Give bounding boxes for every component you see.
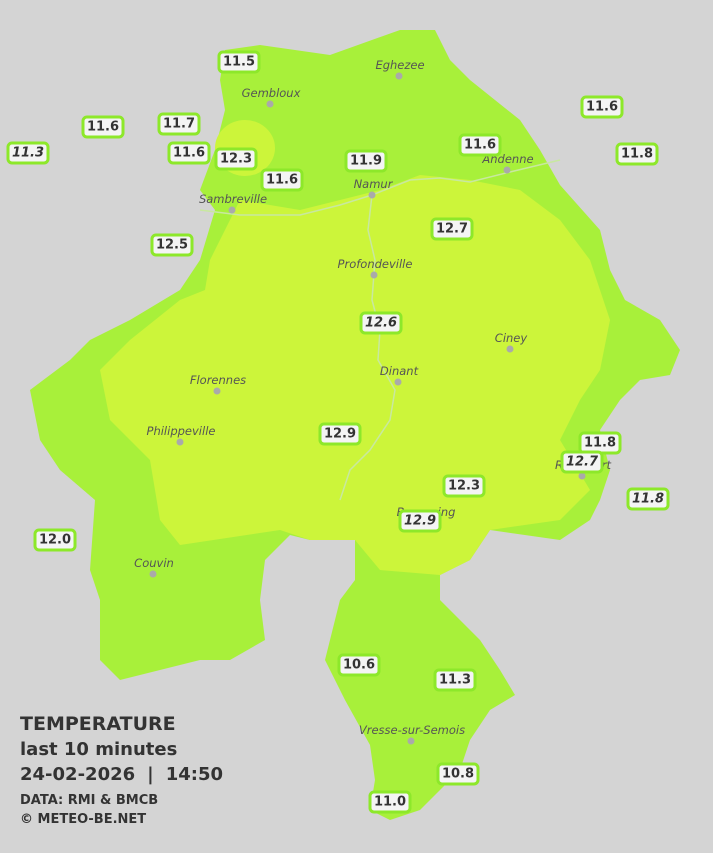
city-label: Eghezee [375, 58, 424, 72]
station-box [318, 422, 362, 446]
city-label: Sambreville [199, 192, 267, 206]
station-value: 11.6 [173, 146, 205, 161]
station-box [81, 115, 125, 139]
station-box [359, 311, 403, 335]
city-label: Couvin [134, 556, 174, 570]
station-box [442, 474, 486, 498]
city-dot [394, 378, 402, 386]
station-value: 11.3 [439, 673, 471, 688]
city-dot [503, 166, 511, 174]
station-value: 12.5 [156, 238, 188, 253]
station-value: 12.7 [436, 222, 468, 237]
city-dot [368, 191, 376, 199]
station-box [157, 112, 201, 136]
city-dot [213, 387, 221, 395]
city-label: Philippeville [147, 424, 216, 438]
legend-source: DATA: RMI & BMCB [20, 793, 158, 808]
station-box [337, 653, 381, 677]
city-dot [506, 345, 514, 353]
station-box [430, 217, 474, 241]
city-label: Profondeville [338, 257, 413, 271]
station-value: 11.6 [464, 138, 496, 153]
station-box [344, 149, 388, 173]
time: 14:50 [166, 764, 223, 785]
station-box [458, 133, 502, 157]
city-dot [407, 737, 415, 745]
city-dot [149, 570, 157, 578]
city-label: Gembloux [242, 86, 301, 100]
station-box [580, 95, 624, 119]
station-value: 10.6 [343, 658, 375, 673]
station-value: 10.8 [442, 767, 474, 782]
station-value: 11.6 [586, 100, 618, 115]
station-value: 12.7 [566, 455, 599, 470]
station-box [560, 450, 604, 474]
river [339, 194, 396, 501]
station-value: 12.6 [365, 316, 397, 331]
city-label: Dinant [380, 364, 419, 378]
station-value: 12.9 [404, 514, 436, 529]
city-label: Ciney [495, 331, 528, 345]
station-value: 12.3 [220, 152, 252, 167]
city-dot [395, 72, 403, 80]
city-label: Vresse-sur-Semois [359, 723, 465, 737]
station-value: 11.8 [632, 492, 664, 507]
station-value: 11.6 [266, 173, 298, 188]
station-value: 11.8 [584, 436, 616, 451]
station-value: 11.7 [163, 117, 195, 132]
station-box [217, 50, 261, 74]
river [199, 159, 561, 216]
station-box [368, 790, 412, 814]
station-box [33, 528, 77, 552]
station-value: 11.9 [350, 154, 382, 169]
legend-datetime: 24-02-2026 | 14:50 [20, 764, 223, 785]
station-value: 11.8 [621, 147, 653, 162]
date: 24-02-2026 [20, 764, 135, 785]
station-box [214, 147, 258, 171]
station-value: 11.3 [12, 146, 44, 161]
station-box [167, 141, 211, 165]
station-box [433, 668, 477, 692]
separator: | [147, 764, 154, 785]
station-box [436, 762, 480, 786]
city-dot [370, 271, 378, 279]
city-dot [266, 100, 274, 108]
city-dot [176, 438, 184, 446]
station-box [6, 141, 50, 165]
station-value: 11.0 [374, 795, 406, 810]
station-box [615, 142, 659, 166]
station-value: 12.9 [324, 427, 356, 442]
station-value: 11.6 [87, 120, 119, 135]
station-box [150, 233, 194, 257]
city-dot [228, 206, 236, 214]
legend-title: TEMPERATURE [20, 713, 176, 735]
legend-subtitle: last 10 minutes [20, 739, 177, 760]
station-box [260, 168, 304, 192]
station-box [626, 487, 670, 511]
city-label: Florennes [190, 373, 246, 387]
station-value: 12.0 [39, 533, 71, 548]
city-dot [578, 472, 586, 480]
legend-copyright: © METEO-BE.NET [20, 812, 146, 827]
zone-warm [100, 175, 610, 575]
city-label: Namur [354, 177, 394, 191]
station-value: 12.3 [448, 479, 480, 494]
station-value: 11.5 [223, 55, 255, 70]
station-box [398, 509, 442, 533]
